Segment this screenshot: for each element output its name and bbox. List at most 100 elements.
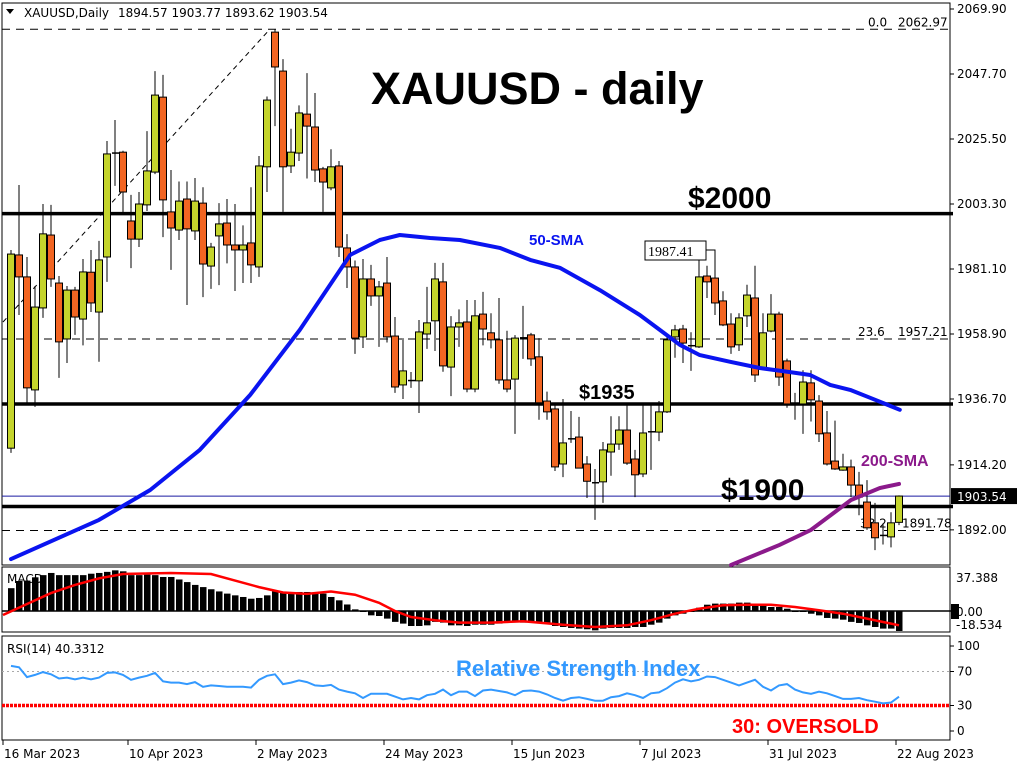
price-tick-label: 1981.10 [957, 262, 1007, 276]
macd-histogram-bar [296, 591, 303, 611]
macd-histogram-bar [576, 611, 583, 629]
bull-candle [671, 329, 679, 338]
bull-candle [759, 332, 767, 369]
macd-histogram-bar [240, 596, 247, 611]
bull-candle [471, 315, 479, 390]
dropdown-triangle-icon[interactable] [6, 9, 14, 14]
macd-histogram-bar [840, 611, 847, 620]
bull-candle [887, 522, 895, 538]
macd-histogram-bar [744, 602, 751, 611]
macd-histogram-bar [640, 611, 647, 627]
bear-candle [367, 278, 375, 297]
bull-candle [239, 244, 247, 251]
price-tick-label: 2069.90 [957, 2, 1007, 16]
price-tick-label: 1892.00 [957, 523, 1007, 537]
fib-price-label: 1957.21 [898, 325, 948, 339]
bear-candle [847, 466, 855, 486]
macd-pane-frame [1, 566, 951, 633]
macd-histogram-bar [80, 575, 87, 611]
bear-candle [711, 277, 719, 304]
price-tick-label: 1914.20 [957, 458, 1007, 472]
bull-candle [559, 442, 567, 465]
price-tick-label: 1936.70 [957, 392, 1007, 406]
sma200-line [729, 481, 901, 567]
bull-candle [143, 170, 151, 206]
macd-tick-label: 37.388 [956, 571, 998, 585]
bear-candle [439, 281, 447, 367]
macd-histogram-bar [752, 606, 759, 611]
bear-candle [159, 96, 167, 201]
chart-title: XAUUSD - daily [371, 63, 704, 114]
macd-histogram-bar [592, 611, 599, 631]
macd-histogram-bar [520, 611, 527, 623]
macd-histogram-bar [616, 611, 623, 628]
bear-candle [495, 339, 503, 381]
macd-histogram-bar [184, 582, 191, 611]
bear-candle [703, 275, 711, 283]
macd-histogram-bar [32, 577, 39, 611]
macd-histogram-bar [392, 611, 399, 622]
macd-histogram-bar [760, 606, 767, 611]
macd-histogram-bar [536, 611, 543, 623]
macd-histogram-bar [608, 611, 615, 628]
macd-histogram-bar [344, 604, 351, 611]
price-tick-label: 2003.30 [957, 197, 1007, 211]
bear-candle [351, 266, 359, 339]
macd-histogram-bar [512, 611, 519, 622]
bull-candle [423, 322, 431, 335]
bull-candle [175, 200, 183, 231]
bull-candle [95, 259, 103, 313]
bear-candle [551, 408, 559, 468]
bull-candle [327, 166, 335, 189]
macd-histogram-bar [896, 611, 903, 631]
bear-candle [775, 313, 783, 378]
macd-histogram-bar [504, 611, 511, 623]
macd-histogram-bar [472, 611, 479, 625]
macd-histogram-bar [552, 611, 559, 626]
bear-candle [575, 436, 583, 469]
bear-candle [303, 113, 311, 127]
macd-histogram-bar [432, 611, 439, 622]
ohlc-readout: 1894.57 1903.77 1893.62 1903.54 [118, 6, 328, 20]
macd-histogram-bar [456, 611, 463, 626]
macd-histogram-bar [96, 572, 103, 611]
bull-candle [375, 286, 383, 297]
time-tick-label: 22 Aug 2023 [897, 747, 974, 761]
macd-histogram-bar [24, 580, 31, 611]
bear-candle [863, 501, 871, 529]
bear-candle [535, 356, 543, 404]
macd-tick-label: 0.00 [956, 605, 983, 619]
macd-histogram-bar [16, 581, 23, 611]
macd-histogram-bar [544, 611, 551, 624]
bear-candle [119, 151, 127, 193]
macd-histogram-bar [528, 611, 535, 623]
bull-candle [839, 466, 847, 471]
bear-candle [23, 276, 31, 389]
bear-candle [335, 165, 343, 248]
macd-histogram-bar [192, 584, 199, 611]
bear-candle [751, 297, 759, 376]
bull-candle [207, 246, 215, 267]
bear-candle [167, 211, 175, 229]
macd-histogram-bar [720, 603, 727, 611]
price-axis[interactable]: 2069.90 2047.70 2025.50 2003.30 1981.10 1958.… [950, 2, 1017, 537]
bear-candle [631, 458, 639, 476]
sma200-label: 200-SMA [861, 453, 929, 470]
time-axis[interactable]: 16 Mar 2023 10 Apr 2023 2 May 2023 24 May 2… [2, 740, 974, 761]
bear-candle [543, 400, 551, 413]
bear-candle [47, 234, 55, 280]
bear-candle [503, 379, 511, 390]
main-pane-frame [1, 2, 951, 566]
macd-signal-line [2, 571, 900, 629]
bear-candle [727, 323, 735, 348]
bear-candle [279, 70, 287, 168]
bear-candle [807, 382, 815, 401]
bull-candle [39, 233, 47, 309]
macd-histogram-bar [176, 579, 183, 611]
macd-histogram-bar [208, 589, 215, 611]
price-tick-label: 2025.50 [957, 132, 1007, 146]
bear-candle [871, 522, 879, 539]
macd-histogram-bar [144, 574, 151, 611]
macd-histogram-bar [288, 592, 295, 611]
